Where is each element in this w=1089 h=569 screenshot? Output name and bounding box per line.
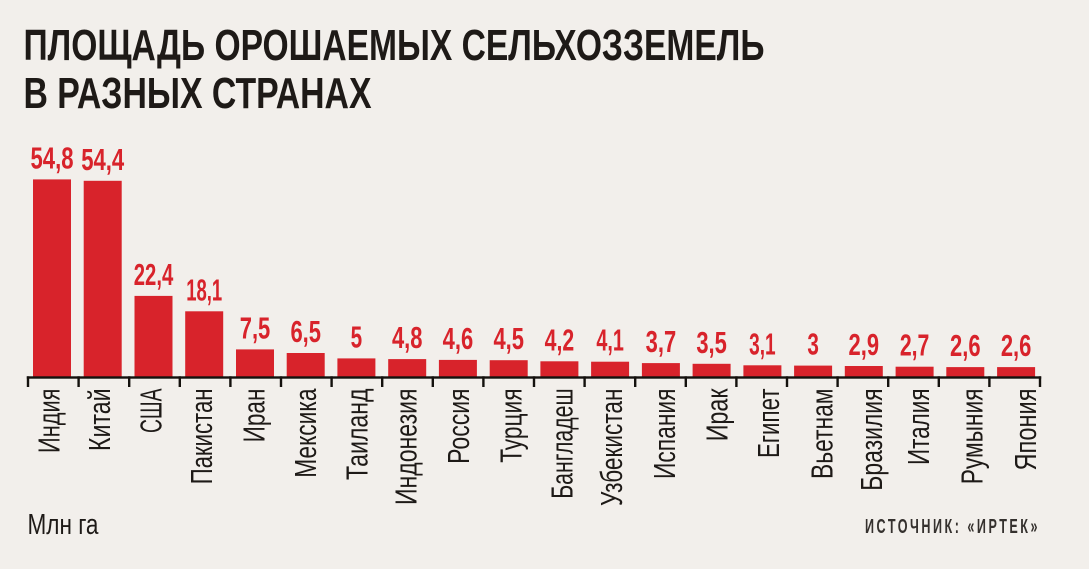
svg-text:4,5: 4,5: [493, 322, 524, 356]
svg-text:7,5: 7,5: [240, 311, 271, 345]
svg-text:Пакистан: Пакистан: [184, 389, 219, 485]
svg-text:Индия: Индия: [32, 389, 67, 454]
svg-text:Млн га: Млн га: [28, 509, 100, 541]
svg-text:Таиланд: Таиланд: [339, 389, 374, 481]
svg-text:2,7: 2,7: [900, 329, 930, 363]
svg-text:Бразилия: Бразилия: [854, 389, 889, 491]
svg-text:54,4: 54,4: [81, 143, 124, 177]
svg-text:Турция: Турция: [494, 389, 529, 463]
svg-text:Япония: Япония: [1008, 389, 1043, 471]
svg-text:Ирак: Ирак: [699, 388, 734, 441]
svg-text:4,1: 4,1: [596, 324, 624, 358]
svg-text:Бангладеш: Бангладеш: [545, 389, 580, 499]
svg-text:Испания: Испания: [647, 389, 682, 480]
svg-text:Китай: Китай: [82, 389, 117, 452]
svg-text:18,1: 18,1: [186, 273, 222, 307]
svg-text:4,2: 4,2: [545, 323, 575, 357]
svg-text:2,6: 2,6: [1001, 329, 1032, 363]
svg-text:Узбекистан: Узбекистан: [594, 389, 629, 507]
svg-text:22,4: 22,4: [134, 258, 174, 292]
svg-text:6,5: 6,5: [290, 315, 321, 349]
svg-text:Россия: Россия: [441, 389, 476, 464]
svg-text:Румыния: Румыния: [955, 389, 990, 485]
svg-text:В РАЗНЫХ СТРАНАХ: В РАЗНЫХ СТРАНАХ: [24, 70, 372, 118]
svg-text:Индонезия: Индонезия: [389, 389, 424, 506]
svg-text:Иран: Иран: [236, 389, 271, 443]
svg-text:3,5: 3,5: [696, 326, 727, 360]
svg-text:54,8: 54,8: [31, 141, 74, 175]
svg-text:ПЛОЩАДЬ ОРОШАЕМЫХ СЕЛЬХОЗЗЕМЕЛ: ПЛОЩАДЬ ОРОШАЕМЫХ СЕЛЬХОЗЗЕМЕЛЬ: [24, 22, 765, 70]
svg-text:ИСТОЧНИК: «ИРТЕК»: ИСТОЧНИК: «ИРТЕК»: [865, 516, 1040, 538]
svg-text:3,7: 3,7: [646, 325, 677, 359]
svg-text:Мексика: Мексика: [288, 388, 323, 478]
svg-text:Вьетнам: Вьетнам: [805, 389, 840, 480]
svg-text:4,8: 4,8: [392, 321, 423, 355]
svg-text:США: США: [134, 388, 169, 433]
svg-text:2,6: 2,6: [950, 329, 981, 363]
svg-text:3: 3: [807, 328, 819, 362]
svg-text:Египет: Египет: [751, 389, 786, 459]
svg-text:3,1: 3,1: [749, 327, 776, 361]
svg-text:4,6: 4,6: [443, 322, 474, 356]
svg-text:Италия: Италия: [901, 389, 936, 466]
svg-text:5: 5: [351, 320, 363, 354]
svg-text:2,9: 2,9: [849, 328, 880, 362]
